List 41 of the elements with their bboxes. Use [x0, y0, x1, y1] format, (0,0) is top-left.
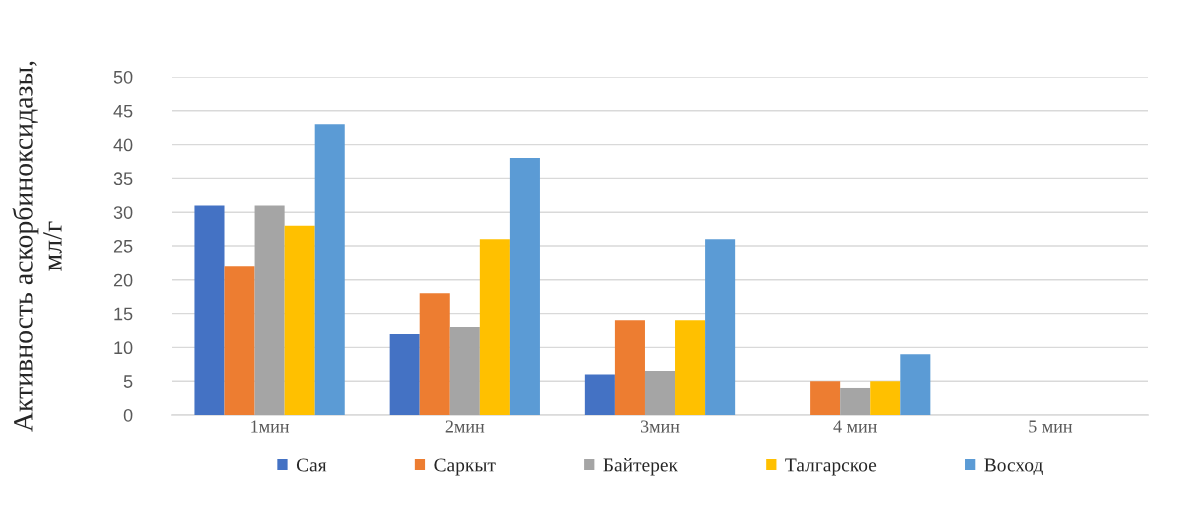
- bar: [614, 320, 645, 415]
- x-tick-label: 3мин: [640, 420, 680, 433]
- x-tick-label: 1мин: [251, 420, 290, 433]
- y-tick-label: 20: [113, 273, 133, 287]
- bar: [900, 354, 931, 415]
- bar: [584, 374, 615, 415]
- bar: [644, 371, 676, 415]
- bar: [810, 381, 841, 415]
- x-tick-label: 5 мин: [1029, 420, 1073, 433]
- bar: [284, 225, 315, 415]
- y-tick-label: 35: [113, 172, 133, 186]
- y-axis-title: Активность аскорбиноксидазы, мл/г: [12, 61, 62, 432]
- bar: [419, 293, 450, 415]
- legend-label: Талгарское: [785, 458, 877, 476]
- y-tick-label: 0: [123, 408, 133, 422]
- legend-label: Сая: [296, 458, 327, 472]
- bar: [870, 381, 901, 415]
- bar: [840, 387, 871, 415]
- y-tick-label: 40: [113, 138, 133, 152]
- bar: [314, 124, 345, 415]
- bar: [675, 320, 706, 415]
- bar: [479, 239, 510, 415]
- y-tick-label: 25: [113, 239, 133, 253]
- legend-label: Восход: [984, 458, 1043, 476]
- bar: [449, 327, 480, 415]
- x-tick-label: 2мин: [445, 420, 485, 433]
- y-tick-label: 30: [113, 206, 133, 219]
- y-tick-label: 50: [113, 70, 133, 84]
- legend-label: Байтерек: [603, 458, 678, 476]
- bar: [254, 205, 285, 415]
- y-tick-label: 15: [114, 307, 133, 321]
- bar: [224, 266, 255, 415]
- y-tick-label: 10: [114, 341, 133, 355]
- bar: [509, 158, 540, 415]
- bar: [705, 239, 736, 415]
- bar: [194, 205, 225, 415]
- x-tick-label: 4 мин: [833, 420, 877, 433]
- y-tick-label: 5: [123, 375, 133, 388]
- legend-label: Саркыт: [434, 458, 496, 476]
- bar: [389, 333, 420, 415]
- y-tick-label: 45: [113, 104, 133, 118]
